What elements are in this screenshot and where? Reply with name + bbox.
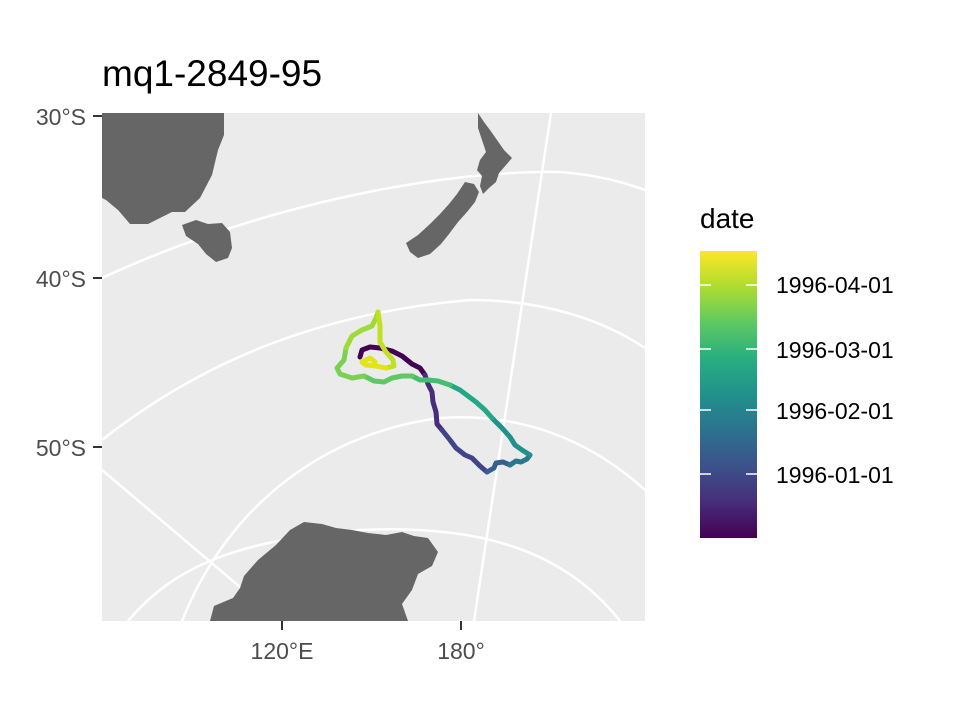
- track-segment: [375, 309, 397, 371]
- legend-ticks: [700, 284, 757, 475]
- graticule-parallel-65s: [127, 528, 621, 621]
- legend-label: 1996-03-01: [776, 337, 894, 363]
- tasmania-land: [182, 220, 232, 262]
- nz-north-island-land: [477, 113, 512, 194]
- land: [102, 113, 512, 621]
- australia-land: [102, 113, 224, 224]
- y-tick-label: 40°S: [36, 266, 86, 292]
- track-segment: [489, 415, 533, 458]
- x-tick-label: 180°: [437, 638, 485, 664]
- track-segment: [507, 452, 533, 468]
- y-tick-label: 30°S: [36, 104, 86, 130]
- track-segment: [422, 372, 445, 433]
- track-segment: [447, 382, 495, 421]
- animal-track: [334, 309, 533, 475]
- legend-title: date: [700, 203, 755, 234]
- track-segment: [334, 345, 367, 381]
- graticule-parallel-45s: [102, 298, 645, 441]
- graticule-meridian-180: [472, 113, 553, 621]
- legend-label: 1996-04-01: [776, 272, 894, 298]
- track-segment: [439, 427, 490, 475]
- track-segment: [361, 373, 415, 385]
- y-tick-label: 50°S: [36, 435, 86, 461]
- x-axis: 120°E 180°: [251, 621, 485, 664]
- antarctica-land: [210, 522, 438, 621]
- nz-south-island-land: [406, 182, 479, 258]
- track-segment: [409, 373, 453, 388]
- legend-label: 1996-01-01: [776, 462, 894, 488]
- legend: date 1996-04-01 1996-03-01 1996-02-01 19…: [700, 203, 894, 538]
- graticule-parallel-55s: [180, 416, 645, 621]
- track-segment: [484, 459, 513, 475]
- track-segment: [357, 344, 428, 378]
- track-segment: [359, 355, 389, 371]
- legend-label: 1996-02-01: [776, 398, 894, 424]
- y-axis: 30°S 40°S 50°S: [36, 104, 102, 461]
- x-tick-label: 120°E: [251, 638, 314, 664]
- chart-title: mq1-2849-95: [102, 53, 322, 94]
- legend-colorbar: [700, 251, 757, 538]
